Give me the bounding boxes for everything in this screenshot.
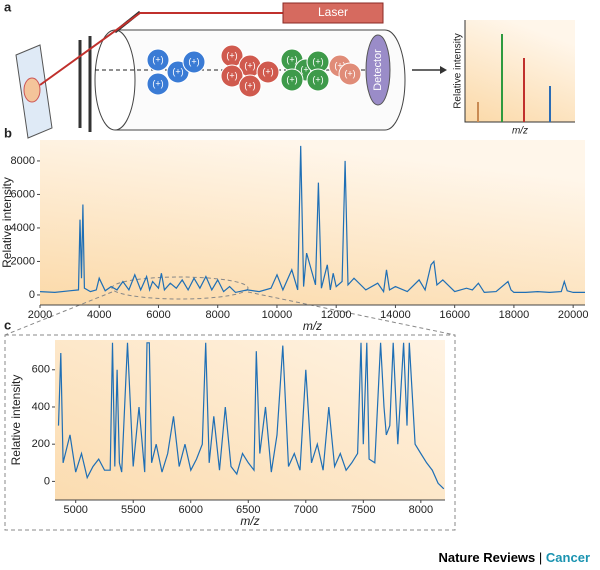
y-axis-label: Relative intensity — [9, 375, 23, 466]
spectrum-line — [40, 145, 585, 294]
ion-label: (+) — [286, 54, 297, 64]
x-tick-label: 7500 — [351, 504, 375, 516]
inset-x-label: m/z — [512, 126, 528, 137]
inset-plot — [465, 20, 575, 122]
ion — [182, 50, 206, 74]
x-tick-label: 6000 — [146, 309, 170, 321]
ion — [256, 60, 280, 84]
zoom-frame — [4, 334, 456, 531]
laser-box — [282, 2, 384, 24]
figure: a Laser (+)(+)(+)(+)(+)(+)(+)(+)(+)(+)(+… — [0, 0, 589, 531]
zoom-line — [4, 291, 113, 336]
footer: Nature Reviews | Cancer — [438, 550, 590, 565]
laser-label: Laser — [318, 5, 348, 19]
tube-end — [94, 29, 136, 131]
x-tick-label: 12000 — [321, 309, 352, 321]
detector — [365, 34, 391, 106]
x-axis-label: m/z — [240, 514, 259, 528]
ion-label: (+) — [188, 56, 199, 66]
x-tick-label: 16000 — [439, 309, 470, 321]
ion-label: (+) — [152, 54, 163, 64]
ion-label: (+) — [244, 80, 255, 90]
y-tick-label: 400 — [32, 401, 50, 413]
ion-label: (+) — [244, 60, 255, 70]
ion — [146, 48, 170, 72]
ion-label: (+) — [262, 66, 273, 76]
x-tick-label: 8000 — [205, 309, 229, 321]
y-tick-label: 600 — [32, 364, 50, 376]
detector-label: Detector — [372, 49, 384, 91]
ion-label: (+) — [344, 68, 355, 78]
separator: | — [538, 550, 543, 565]
inset-y-label: Relative intensity — [453, 33, 464, 109]
ion-label: (+) — [312, 56, 323, 66]
ion-label: (+) — [334, 60, 345, 70]
ion-label: (+) — [312, 74, 323, 84]
panel-label: b — [4, 125, 12, 140]
ion — [238, 74, 262, 98]
sample-spot — [23, 77, 41, 103]
zoom-region — [111, 276, 249, 300]
x-axis-label: m/z — [303, 319, 322, 333]
y-tick-label: 8000 — [11, 155, 35, 167]
ion-label: (+) — [286, 74, 297, 84]
ion-label: (+) — [152, 78, 163, 88]
ion — [220, 64, 244, 88]
ion-label: (+) — [226, 70, 237, 80]
zoom-line — [247, 291, 456, 336]
y-tick-label: 0 — [44, 475, 50, 487]
arrowhead — [440, 66, 447, 74]
plot-area — [40, 140, 585, 305]
x-tick-label: 14000 — [380, 309, 411, 321]
x-tick-label: 10000 — [262, 309, 293, 321]
ion — [306, 68, 330, 92]
x-tick-label: 2000 — [28, 309, 52, 321]
x-tick-label: 6000 — [179, 504, 203, 516]
x-tick-label: 20000 — [558, 309, 589, 321]
ions: (+)(+)(+)(+)(+)(+)(+)(+)(+)(+)(+)(+)(+)(… — [146, 44, 362, 98]
x-tick-label: 8000 — [409, 504, 433, 516]
panel-label: c — [4, 317, 11, 332]
y-tick-label: 0 — [29, 289, 35, 301]
x-tick-label: 5000 — [63, 504, 87, 516]
x-tick-label: 18000 — [499, 309, 530, 321]
spectrum-line — [57, 342, 445, 490]
laser-beam — [39, 12, 283, 86]
x-tick-label: 4000 — [87, 309, 111, 321]
y-tick-label: 2000 — [11, 255, 35, 267]
inset-axes — [464, 20, 575, 123]
ion-label: (+) — [172, 66, 183, 76]
y-axis-label: Relative intensity — [0, 177, 14, 268]
x-tick-label: 7000 — [294, 504, 318, 516]
y-tick-label: 200 — [32, 438, 50, 450]
section: Cancer — [545, 550, 590, 565]
journal: Nature Reviews — [438, 550, 536, 565]
x-tick-label: 6500 — [236, 504, 260, 516]
ion — [146, 72, 170, 96]
ion-label: (+) — [300, 64, 311, 74]
ion — [280, 68, 304, 92]
y-tick-label: 6000 — [11, 188, 35, 200]
x-tick-label: 5500 — [121, 504, 145, 516]
ion-label: (+) — [226, 50, 237, 60]
panel-label: a — [4, 0, 12, 14]
ion — [338, 62, 362, 86]
y-tick-label: 4000 — [11, 222, 35, 234]
